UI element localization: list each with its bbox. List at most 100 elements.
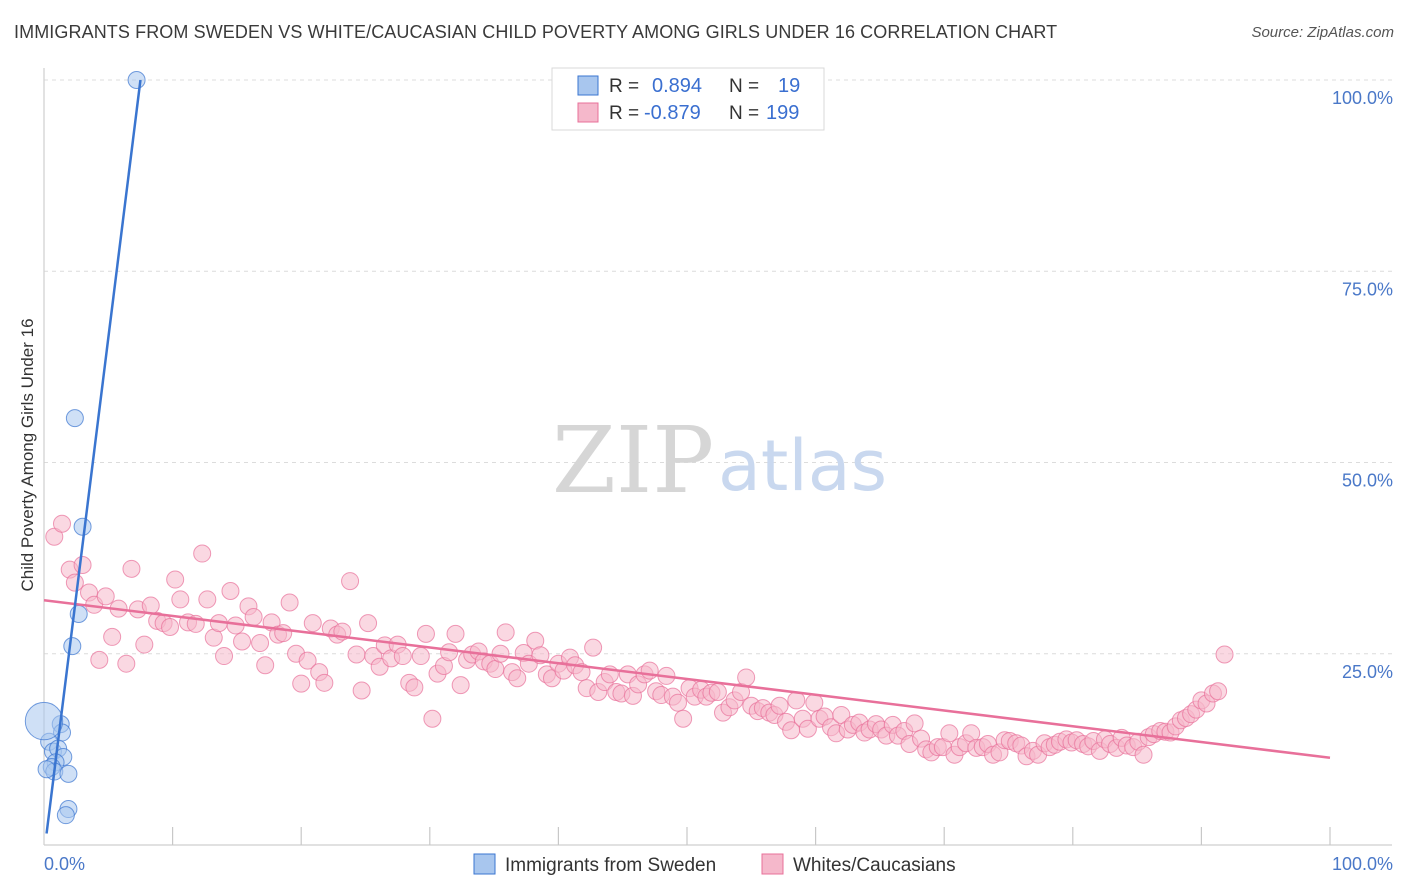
y-tick-label: 100.0% — [1332, 88, 1393, 108]
point-whites-caucasians — [572, 663, 591, 682]
legend-n-label-sweden: N = — [729, 76, 759, 97]
watermark: ZIP atlas — [552, 407, 887, 514]
y-tick-labels: 100.0% 75.0% 50.0% 25.0% — [1332, 88, 1393, 682]
legend-r-label-white: R = — [609, 103, 639, 124]
point-whites-caucasians — [221, 582, 240, 601]
trendline-whites-caucasians — [43, 598, 1331, 760]
point-whites-caucasians — [1209, 682, 1228, 701]
y-tick-label: 75.0% — [1342, 279, 1393, 299]
y-tick-label: 50.0% — [1342, 471, 1393, 491]
point-whites-caucasians — [584, 638, 603, 657]
x-tick-label-min: 0.0% — [44, 854, 85, 874]
point-whites-caucasians — [352, 681, 371, 700]
point-whites-caucasians — [674, 709, 693, 728]
point-whites-caucasians — [122, 559, 141, 578]
source-label: Source: ZipAtlas.com — [1251, 24, 1394, 41]
point-immigrants-from-sweden — [127, 71, 146, 89]
point-whites-caucasians — [491, 644, 510, 663]
point-whites-caucasians — [274, 624, 293, 643]
point-whites-caucasians — [244, 608, 263, 627]
point-immigrants-from-sweden — [59, 764, 78, 783]
point-whites-caucasians — [737, 668, 756, 687]
legend-n-value-white: 199 — [766, 102, 799, 124]
chart-title: IMMIGRANTS FROM SWEDEN VS WHITE/CAUCASIA… — [14, 22, 1058, 42]
point-whites-caucasians — [798, 719, 817, 738]
watermark-zip: ZIP — [552, 407, 714, 514]
trend-lines — [43, 79, 1331, 834]
legend-swatch-whites-caucasians — [761, 853, 784, 875]
point-whites-caucasians — [193, 544, 212, 563]
point-whites-caucasians — [103, 627, 122, 646]
point-whites-caucasians — [416, 624, 435, 643]
point-whites-caucasians — [256, 656, 275, 675]
point-whites-caucasians — [341, 572, 360, 591]
point-immigrants-from-sweden — [24, 701, 64, 741]
watermark-atlas: atlas — [718, 425, 887, 507]
point-whites-caucasians — [166, 570, 185, 589]
point-whites-caucasians — [292, 674, 311, 693]
point-whites-caucasians — [315, 673, 334, 692]
point-whites-caucasians — [496, 623, 515, 642]
point-whites-caucasians — [135, 635, 154, 654]
point-whites-caucasians — [668, 693, 687, 712]
point-whites-caucasians — [1215, 645, 1234, 664]
point-whites-caucasians — [233, 632, 252, 651]
grid-lines — [44, 79, 1392, 655]
point-whites-caucasians — [787, 691, 806, 710]
point-immigrants-from-sweden — [63, 637, 82, 656]
point-whites-caucasians — [440, 643, 459, 662]
point-whites-caucasians — [53, 514, 72, 533]
point-whites-caucasians — [640, 661, 659, 680]
point-immigrants-from-sweden — [37, 760, 56, 779]
point-whites-caucasians — [90, 650, 109, 669]
legend-r-label-sweden: R = — [609, 76, 639, 97]
point-whites-caucasians — [303, 614, 322, 633]
point-whites-caucasians — [770, 696, 789, 715]
legend-label-immigrants-from-sweden: Immigrants from Sweden — [505, 855, 716, 876]
whites-caucasians-series — [45, 514, 1234, 766]
point-whites-caucasians — [117, 654, 136, 673]
y-tick-label: 25.0% — [1342, 662, 1393, 682]
trendline-immigrants-from-sweden — [45, 79, 142, 834]
y-axis-title: Child Poverty Among Girls Under 16 — [18, 318, 37, 591]
point-whites-caucasians — [347, 645, 366, 664]
x-tick-label-max: 100.0% — [1332, 854, 1393, 874]
point-whites-caucasians — [215, 647, 234, 666]
point-whites-caucasians — [708, 683, 727, 701]
point-immigrants-from-sweden — [65, 409, 84, 428]
point-whites-caucasians — [508, 669, 527, 688]
legend-r-value-white: -0.879 — [644, 102, 701, 124]
correlation-legend: R = 0.894 N = 19 R = -0.879 N = 199 — [551, 67, 825, 131]
point-whites-caucasians — [446, 624, 465, 643]
series-legend: Immigrants from Sweden Whites/Caucasians — [473, 853, 956, 876]
legend-label-whites-caucasians: Whites/Caucasians — [793, 855, 956, 876]
legend-swatch-immigrants-from-sweden — [473, 853, 496, 875]
point-whites-caucasians — [405, 678, 424, 697]
point-whites-caucasians — [65, 573, 84, 592]
axes — [43, 68, 1392, 846]
point-whites-caucasians — [171, 590, 190, 609]
legend-swatch-white — [577, 102, 599, 123]
point-whites-caucasians — [905, 714, 924, 733]
point-immigrants-from-sweden — [56, 806, 75, 825]
point-whites-caucasians — [411, 647, 430, 666]
point-whites-caucasians — [298, 651, 317, 670]
point-whites-caucasians — [940, 724, 959, 743]
point-whites-caucasians — [393, 647, 412, 666]
point-whites-caucasians — [486, 660, 505, 679]
legend-n-label-white: N = — [729, 103, 759, 124]
point-whites-caucasians — [161, 617, 180, 636]
point-whites-caucasians — [280, 593, 299, 612]
point-whites-caucasians — [423, 709, 442, 728]
point-whites-caucasians — [73, 556, 92, 575]
point-whites-caucasians — [96, 587, 115, 606]
legend-r-value-sweden: 0.894 — [652, 75, 702, 97]
legend-swatch-sweden — [577, 75, 599, 96]
legend-n-value-sweden: 19 — [778, 75, 800, 97]
point-whites-caucasians — [1134, 745, 1153, 764]
point-whites-caucasians — [359, 614, 378, 633]
point-immigrants-from-sweden — [73, 517, 92, 536]
point-whites-caucasians — [251, 634, 270, 653]
point-whites-caucasians — [451, 676, 470, 695]
